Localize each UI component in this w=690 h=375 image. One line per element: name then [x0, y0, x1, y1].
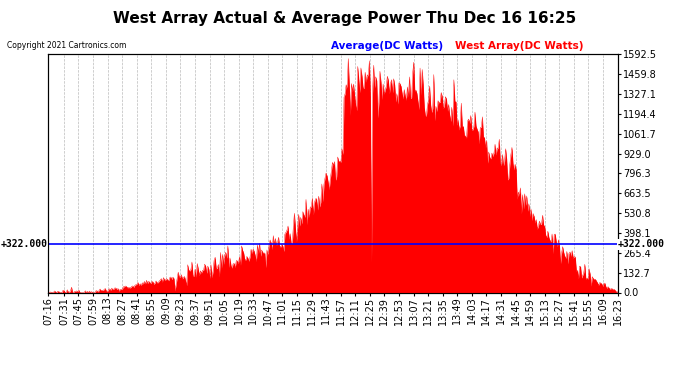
Text: +322.000: +322.000	[618, 239, 665, 249]
Text: West Array Actual & Average Power Thu Dec 16 16:25: West Array Actual & Average Power Thu De…	[113, 11, 577, 26]
Text: West Array(DC Watts): West Array(DC Watts)	[455, 41, 584, 51]
Text: +322.000: +322.000	[1, 239, 48, 249]
Text: Copyright 2021 Cartronics.com: Copyright 2021 Cartronics.com	[7, 41, 126, 50]
Text: Average(DC Watts): Average(DC Watts)	[331, 41, 443, 51]
